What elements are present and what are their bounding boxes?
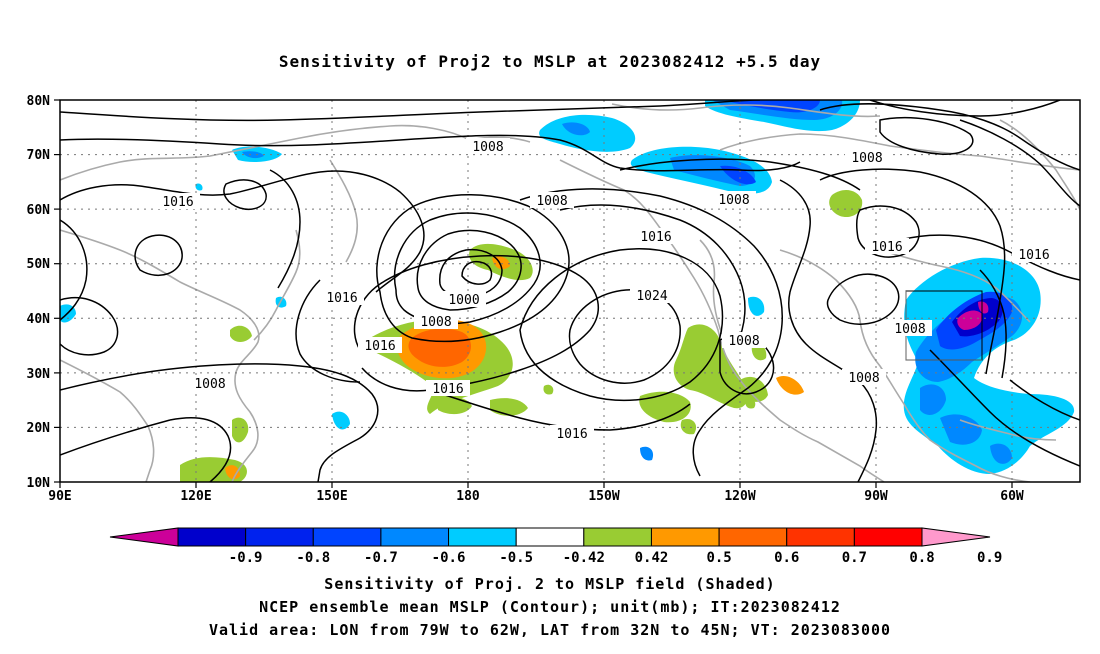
contour-label: 1008	[848, 371, 879, 386]
caption-line-2: NCEP ensemble mean MSLP (Contour); unit(…	[259, 598, 841, 616]
colorbar-segment	[109, 527, 179, 547]
contour-label: 1016	[432, 382, 463, 397]
colorbar-segment	[583, 527, 652, 547]
colorbar-tick-label: -0.5	[499, 550, 533, 566]
contour-label: 1008	[194, 377, 225, 392]
colorbar-tick-label: 0.42	[635, 550, 669, 566]
colorbar-segment	[448, 527, 517, 547]
colorbar-segment	[515, 527, 585, 547]
colorbar-segment	[853, 527, 923, 547]
colorbar-tick-label: -0.42	[563, 550, 605, 566]
colorbar-tick-label: 0.9	[977, 550, 1002, 566]
colorbar-tick-label: -0.7	[364, 550, 398, 566]
contour-label: 1016	[162, 195, 193, 210]
map-frame	[59, 99, 1081, 483]
contour-label: 1016	[640, 230, 671, 245]
colorbar-segment	[650, 527, 720, 547]
caption-line-1: Sensitivity of Proj. 2 to MSLP field (Sh…	[324, 575, 775, 593]
contour-label: 1000	[448, 293, 479, 308]
lat-label: 50N	[27, 257, 51, 272]
colorbar-segment	[786, 527, 855, 547]
colorbar-segment	[718, 527, 788, 547]
lat-label: 40N	[27, 312, 51, 327]
colorbar-tick-label: -0.8	[296, 550, 330, 566]
colorbar-tick-label: 0.6	[774, 550, 799, 566]
colorbar-tick-label: 0.7	[842, 550, 867, 566]
lat-label: 70N	[27, 148, 51, 163]
lon-label: 90E	[48, 489, 71, 504]
lat-label: 60N	[27, 203, 51, 218]
lon-label: 60W	[1000, 489, 1024, 504]
lat-label: 80N	[27, 94, 51, 109]
contour-label: 1008	[420, 315, 451, 330]
lat-label: 20N	[27, 421, 51, 436]
latitude-labels: 80N 70N 60N 50N 40N 30N 20N 10N	[27, 94, 51, 491]
lon-label: 120E	[180, 489, 211, 504]
contour-label: 1008	[718, 193, 749, 208]
longitude-labels: 90E 120E 150E 180 150W 120W 90W 60W	[48, 489, 1024, 504]
colorbar-segment	[380, 527, 450, 547]
lon-label: 120W	[724, 489, 755, 504]
colorbar-tick-label: -0.9	[229, 550, 263, 566]
contour-label: 1008	[728, 334, 759, 349]
lon-label: 90W	[864, 489, 888, 504]
axis-ticks	[54, 99, 1013, 488]
figure-title: Sensitivity of Proj2 to MSLP at 20230824…	[279, 52, 821, 71]
valid-area-shadow	[905, 291, 982, 361]
contour-label: 1016	[326, 291, 357, 306]
lon-label: 150E	[316, 489, 347, 504]
colorbar-segment	[177, 527, 247, 547]
lon-label: 150W	[588, 489, 619, 504]
lon-label: 180	[456, 489, 480, 504]
lat-label: 10N	[27, 476, 51, 491]
colorbar-tick-label: 0.5	[706, 550, 731, 566]
lat-label: 30N	[27, 367, 51, 382]
contour-label: 1016	[364, 339, 395, 354]
contour-labels: 1008 1008 1008 1008 1016 1016 1016 1016 …	[156, 138, 1056, 442]
contour-label: 1024	[636, 289, 667, 304]
caption-line-3: Valid area: LON from 79W to 62W, LAT fro…	[209, 621, 891, 639]
colorbar-segment	[245, 527, 314, 547]
contour-label: 1008	[536, 194, 567, 209]
colorbar-tick-label: -0.6	[432, 550, 466, 566]
shade-orange	[225, 256, 804, 480]
contour-label: 1016	[871, 240, 902, 255]
contour-label: 1016	[556, 427, 587, 442]
contour-label: 1008	[472, 140, 503, 155]
contour-label: 1008	[894, 322, 925, 337]
colorbar-segment	[921, 527, 991, 547]
colorbar-segment	[312, 527, 382, 547]
contour-label: 1016	[1018, 248, 1049, 263]
colorbar: -0.9 -0.8 -0.7 -0.6 -0.5 -0.42 0.42 0.5 0.6 0.7 0.…	[109, 527, 1002, 566]
colorbar-tick-label: 0.8	[909, 550, 934, 566]
contour-label: 1008	[851, 151, 882, 166]
map-area	[60, 100, 1080, 482]
mslp-contours	[60, 100, 1080, 482]
